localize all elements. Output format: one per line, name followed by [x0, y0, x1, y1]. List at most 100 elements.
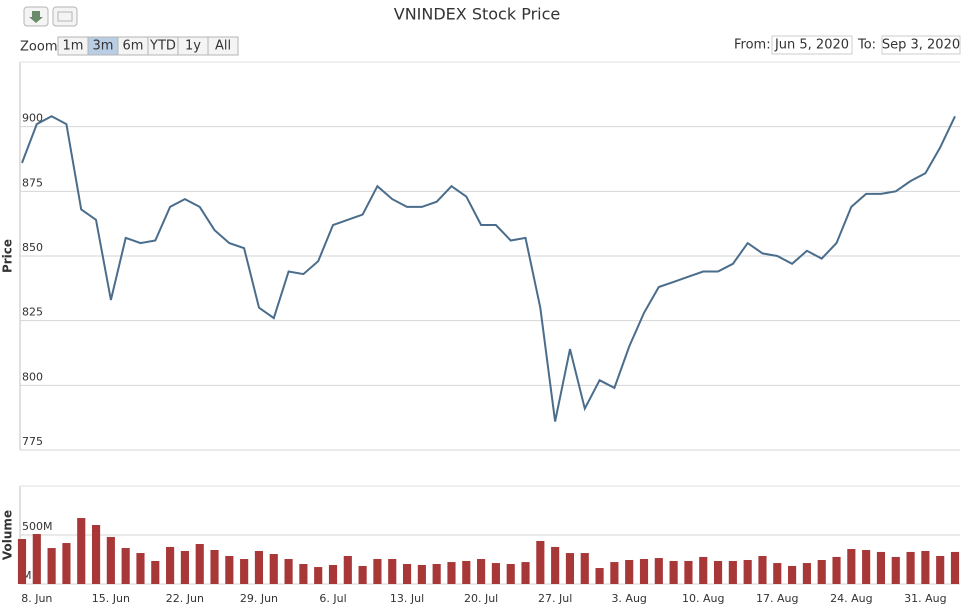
volume-bar [950, 551, 960, 584]
zoom-button[interactable]: 1m [57, 36, 89, 56]
y-tick-label: 825 [22, 306, 43, 319]
volume-bar [625, 559, 634, 584]
volume-bar [847, 549, 856, 584]
volume-bar [180, 550, 189, 584]
y-tick-label: 900 [22, 112, 43, 125]
volume-bar [921, 550, 930, 584]
volume-bar [62, 543, 71, 584]
volume-bar [610, 562, 619, 584]
volume-bar [565, 553, 575, 584]
volume-bar [106, 536, 115, 584]
zoom-button[interactable]: 6m [117, 36, 149, 56]
zoom-button-label: 6m [123, 39, 144, 54]
volume-bar [862, 549, 871, 584]
volume-bar [402, 564, 412, 584]
zoom-button[interactable]: 3m [87, 36, 119, 56]
to-label: To: [857, 38, 876, 53]
zoom-button[interactable]: YTD [147, 36, 179, 56]
volume-bar [536, 540, 545, 584]
volume-bar [654, 558, 663, 584]
volume-bar [77, 518, 86, 584]
y2-tick-label: 500M [22, 520, 53, 533]
chart-title: VNINDEX Stock Price [394, 5, 560, 24]
volume-bar [758, 555, 767, 584]
y-tick-label: 875 [22, 176, 43, 189]
zoom-label: Zoom [20, 40, 57, 55]
zoom-button[interactable]: 1y [177, 36, 209, 56]
volume-bar [166, 546, 175, 584]
zoom-button-bg [207, 36, 239, 56]
volume-bar [32, 534, 41, 584]
volume-bar [373, 559, 382, 584]
x-tick-label: 6. Jul [319, 592, 346, 605]
volume-bar [713, 560, 723, 584]
volume-bar [521, 562, 530, 584]
volume-bar [225, 555, 234, 584]
volume-bar [299, 564, 308, 584]
from-value: Jun 5, 2020 [774, 38, 849, 53]
x-tick-label: 15. Jun [92, 592, 130, 605]
volume-bar [906, 551, 915, 584]
volume-bar [417, 564, 426, 584]
download-button[interactable] [23, 6, 49, 27]
volume-bar [432, 564, 441, 584]
x-tick-label: 24. Aug [830, 592, 872, 605]
download-icon [29, 11, 43, 23]
price-line [21, 115, 956, 422]
volume-bar [802, 563, 811, 584]
x-tick-label: 8. Jun [21, 592, 52, 605]
volume-bar [462, 560, 471, 584]
volume-bar [773, 563, 782, 584]
y-tick-label: 800 [22, 370, 43, 383]
volume-bar [936, 555, 945, 584]
volume-bar [240, 559, 249, 584]
volume-bar [595, 568, 604, 584]
volume-bar [728, 560, 737, 584]
volume-bar [136, 553, 145, 584]
volume-bar [254, 550, 264, 584]
zoom-button[interactable]: All [207, 36, 239, 56]
x-tick-label: 22. Jun [166, 592, 204, 605]
volume-bar [447, 562, 456, 584]
volume-bar [91, 525, 101, 584]
to-input[interactable]: Sep 3, 2020 [881, 35, 961, 55]
volume-bar [580, 553, 589, 584]
volume-bar [491, 563, 500, 584]
zoom-button-label: 3m [93, 39, 114, 54]
volume-bar [684, 560, 693, 584]
volume-bar [743, 559, 752, 584]
x-tick-label: 13. Jul [390, 592, 424, 605]
volume-bar [284, 559, 293, 584]
volume-bar [17, 539, 27, 584]
volume-bar [669, 560, 678, 584]
volume-bar [343, 555, 352, 584]
volume-bar [551, 546, 560, 584]
volume-bar [151, 560, 160, 584]
zoom-button-label: YTD [149, 39, 176, 54]
volume-bar [891, 556, 900, 584]
volume-bar [210, 549, 219, 584]
volume-bar [314, 567, 323, 584]
x-tick-label: 20. Jul [464, 592, 498, 605]
volume-bar [788, 565, 797, 584]
volume-bar [699, 556, 708, 584]
x-tick-label: 10. Aug [682, 592, 724, 605]
volume-bar [832, 556, 841, 584]
to-value: Sep 3, 2020 [882, 38, 960, 53]
from-input[interactable]: Jun 5, 2020 [771, 35, 853, 55]
volume-bar [477, 559, 486, 584]
volume-bar [817, 559, 826, 584]
volume-bar [121, 548, 130, 584]
volume-bar [47, 548, 56, 584]
zoom-button-label: 1m [63, 39, 84, 54]
volume-bar [195, 544, 204, 584]
x-tick-label: 27. Jul [538, 592, 572, 605]
y-tick-label: 850 [22, 241, 43, 254]
y-tick-label: 775 [22, 435, 43, 448]
volume-bar [506, 564, 515, 584]
print-button[interactable] [52, 6, 78, 27]
volume-bar [328, 564, 338, 584]
volume-bar [269, 554, 278, 584]
